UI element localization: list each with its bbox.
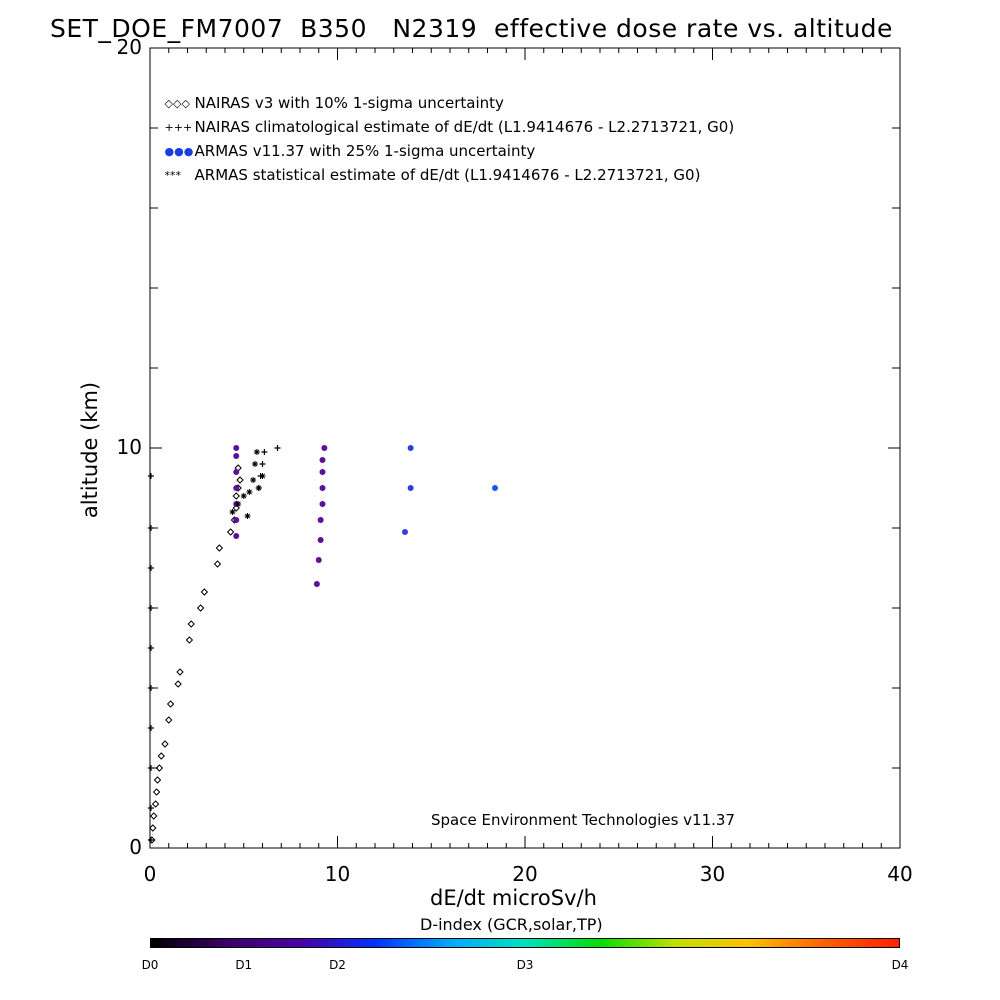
data-point-diamond — [232, 492, 240, 500]
y-tick-label: 10 — [116, 435, 142, 459]
colorbar-label: D1 — [235, 958, 253, 972]
data-point-dot — [317, 537, 324, 543]
colorbar-label: D0 — [141, 958, 159, 972]
data-point-plus — [147, 473, 154, 479]
data-point-dot — [233, 469, 240, 475]
data-point-dot — [492, 485, 498, 491]
x-tick-label: 40 — [887, 862, 913, 886]
data-point-dot — [315, 557, 322, 563]
colorbar — [150, 938, 900, 948]
x-tick-label: 30 — [699, 862, 726, 886]
data-point-diamond — [166, 700, 175, 708]
data-point-dot — [233, 517, 240, 523]
data-point-diamond — [226, 528, 235, 536]
diamond-marker-icon: ◇◇◇ — [164, 97, 190, 110]
legend-label: NAIRAS climatological estimate of dE/dt … — [194, 118, 735, 136]
data-point-plus — [147, 685, 154, 691]
data-point-asterisk — [229, 509, 236, 515]
axes-frame — [149, 47, 901, 849]
colorbar-label: D4 — [891, 958, 909, 972]
asterisk-marker-icon: *** — [164, 169, 182, 182]
legend-entry-armas: ●●●ARMAS v11.37 with 25% 1-sigma uncerta… — [155, 124, 536, 160]
data-point-diamond — [236, 476, 244, 484]
data-point-dot — [319, 457, 326, 463]
data-point-dot — [402, 529, 408, 535]
legend-label: ARMAS v11.37 with 25% 1-sigma uncertaint… — [194, 142, 536, 160]
legend-label: NAIRAS v3 with 10% 1-sigma uncertainty — [194, 94, 504, 112]
data-point-plus — [147, 565, 154, 571]
data-point-dot — [317, 517, 324, 523]
data-point-asterisk — [240, 493, 247, 499]
data-point-dot — [321, 445, 328, 451]
data-point-diamond — [152, 788, 161, 796]
data-point-asterisk — [253, 449, 260, 455]
data-point-plus — [147, 837, 154, 843]
data-point-diamond — [153, 776, 162, 784]
data-point-diamond — [151, 800, 160, 808]
data-point-diamond — [196, 604, 205, 612]
x-axis-label: dE/dt microSv/h — [430, 886, 597, 910]
legend-entry-nairas: ◇◇◇ NAIRAS v3 with 10% 1-sigma uncertaint… — [155, 76, 504, 112]
data-point-diamond — [187, 620, 195, 628]
data-point-diamond — [213, 560, 222, 568]
data-point-plus — [147, 765, 154, 771]
x-tick-label: 0 — [143, 862, 157, 886]
data-point-diamond — [165, 716, 173, 724]
y-tick-label: 0 — [129, 835, 142, 859]
data-point-dot — [233, 533, 240, 539]
data-point-diamond — [161, 740, 169, 748]
credit-text: Space Environment Technologies v11.37 — [431, 811, 735, 829]
data-point-dot — [313, 581, 320, 587]
data-point-diamond — [148, 836, 156, 844]
data-point-plus — [147, 805, 154, 811]
dot-marker-icon: ●●● — [164, 145, 194, 158]
data-point-dot — [319, 469, 326, 475]
chart-title: SET_DOE_FM7007 B350 N2319 effective dose… — [50, 14, 893, 43]
data-point-diamond — [150, 812, 158, 820]
x-tick-label: 10 — [324, 862, 351, 886]
data-point-asterisk — [235, 501, 242, 507]
data-point-asterisk — [246, 489, 253, 495]
colorbar-title: D-index (GCR,solar,TP) — [420, 915, 603, 934]
data-point-asterisk — [250, 477, 257, 483]
colorbar-label: D2 — [329, 958, 346, 972]
x-tick-label: 20 — [512, 862, 538, 886]
data-point-asterisk — [252, 461, 258, 467]
data-point-asterisk — [259, 473, 266, 479]
colorbar-label: D3 — [516, 958, 534, 972]
data-point-dot — [233, 453, 240, 459]
legend-label: ARMAS statistical estimate of dE/dt (L1.… — [194, 166, 701, 184]
data-point-plus — [261, 449, 268, 455]
y-tick-label: 20 — [116, 35, 142, 59]
data-point-plus — [147, 525, 154, 531]
y-axis-label: altitude (km) — [78, 381, 102, 519]
data-point-diamond — [215, 544, 224, 552]
data-point-diamond — [185, 636, 194, 644]
data-point-diamond — [200, 588, 209, 596]
data-point-plus — [259, 461, 266, 467]
data-point-diamond — [149, 824, 157, 832]
legend-entry-nairas-climatological: +++ NAIRAS climatological estimate of dE/… — [155, 100, 735, 136]
data-point-plus — [147, 725, 154, 731]
data-point-dot — [407, 485, 414, 491]
data-marks — [147, 445, 498, 844]
data-point-dot — [407, 445, 414, 451]
data-point-plus — [147, 645, 154, 651]
data-point-diamond — [157, 752, 165, 760]
legend-entry-armas-statistical: *** ARMAS statistical estimate of dE/dt (… — [155, 148, 701, 184]
data-point-dot — [233, 445, 240, 451]
plus-marker-icon: +++ — [164, 121, 193, 134]
data-point-diamond — [174, 680, 182, 688]
data-point-plus — [274, 445, 281, 451]
data-point-dot — [233, 485, 240, 491]
data-point-asterisk — [244, 513, 251, 519]
data-point-dot — [319, 501, 326, 507]
data-point-plus — [147, 605, 154, 611]
data-point-diamond — [155, 764, 164, 772]
data-point-dot — [319, 485, 326, 491]
data-point-asterisk — [255, 485, 262, 491]
data-point-diamond — [176, 668, 184, 676]
